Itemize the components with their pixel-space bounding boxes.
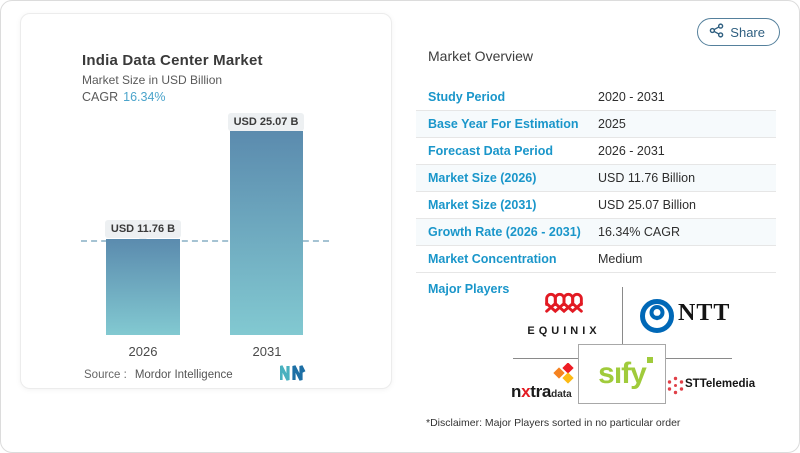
- chart-title: India Data Center Market: [82, 52, 263, 69]
- table-row: Growth Rate (2026 - 2031) 16.34% CAGR: [416, 219, 776, 246]
- bar-value-label-2026: USD 11.76 B: [105, 220, 181, 242]
- logo-divider-horizontal-right: [666, 358, 732, 359]
- equinix-logo: EQUINIX: [517, 290, 611, 337]
- row-label: Market Size (2026): [428, 171, 537, 185]
- cagr-value: 16.34%: [123, 90, 166, 104]
- x-axis-label-2031: 2031: [252, 344, 282, 359]
- disclaimer-text: *Disclaimer: Major Players sorted in no …: [426, 417, 681, 429]
- st-telemedia-wordmark: STTelemedia: [685, 378, 756, 390]
- share-button[interactable]: Share: [697, 18, 780, 46]
- table-row: Market Concentration Medium: [416, 246, 776, 273]
- mordor-intelligence-logo-icon: [279, 365, 306, 386]
- panel-heading: Market Overview: [428, 48, 534, 64]
- equinix-wordmark: EQUINIX: [527, 325, 601, 337]
- bar-value-label-2031: USD 25.07 B: [228, 113, 304, 135]
- nxtra-data-wordmark: data: [551, 389, 572, 400]
- ntt-mark-icon: [640, 296, 674, 341]
- row-value: 2025: [598, 117, 626, 131]
- row-value: 2026 - 2031: [598, 144, 665, 158]
- x-axis-label-2026: 2026: [128, 344, 158, 359]
- row-value: USD 25.07 Billion: [598, 198, 696, 212]
- bar-2026: [106, 239, 180, 335]
- table-row: Base Year For Estimation 2025: [416, 111, 776, 138]
- row-label: Forecast Data Period: [428, 144, 554, 158]
- sify-wordmark: sıfy: [598, 357, 653, 389]
- source-name: Mordor Intelligence: [134, 369, 233, 381]
- chart-card: India Data Center Market Market Size in …: [20, 13, 392, 389]
- overview-table: Study Period 2020 - 2031 Base Year For E…: [416, 84, 776, 273]
- cagr-label: CAGR: [82, 90, 119, 104]
- sify-logo: sıfy: [578, 344, 666, 404]
- table-row: Market Size (2031) USD 25.07 Billion: [416, 192, 776, 219]
- nxtra-mark-icon: [552, 362, 577, 391]
- source-line: Source : Mordor Intelligence: [84, 369, 233, 381]
- row-label: Market Size (2031): [428, 198, 537, 212]
- equinix-mark-icon: [542, 292, 586, 321]
- nxtra-wordmark: nxtra: [511, 382, 552, 401]
- sify-dot-icon: [646, 357, 653, 363]
- table-row: Study Period 2020 - 2031: [416, 84, 776, 111]
- row-label: Base Year For Estimation: [428, 117, 579, 131]
- st-telemedia-mark-icon: [667, 376, 684, 400]
- logo-divider-vertical: [622, 287, 623, 344]
- bar-2031: [230, 131, 303, 335]
- row-label: Study Period: [428, 90, 506, 104]
- share-button-label: Share: [730, 24, 765, 40]
- row-label: Market Concentration: [428, 252, 557, 266]
- table-row: Forecast Data Period 2026 - 2031: [416, 138, 776, 165]
- baseline-dashed-line: [81, 240, 329, 242]
- row-value: Medium: [598, 252, 643, 266]
- source-label: Source :: [84, 369, 127, 381]
- cagr-line: CAGR 16.34%: [82, 90, 166, 104]
- chart-subtitle: Market Size in USD Billion: [82, 73, 223, 87]
- row-value: 2020 - 2031: [598, 90, 665, 104]
- table-row: Market Size (2026) USD 11.76 Billion: [416, 165, 776, 192]
- logo-divider-horizontal-left: [513, 358, 578, 359]
- ntt-wordmark: NTT: [678, 300, 731, 326]
- share-icon: [709, 23, 724, 41]
- nxtra-logo: nxtradata: [511, 382, 572, 402]
- row-value: 16.34% CAGR: [598, 225, 680, 239]
- major-players-label: Major Players: [428, 282, 510, 296]
- row-value: USD 11.76 Billion: [598, 171, 696, 185]
- row-label: Growth Rate (2026 - 2031): [428, 225, 581, 239]
